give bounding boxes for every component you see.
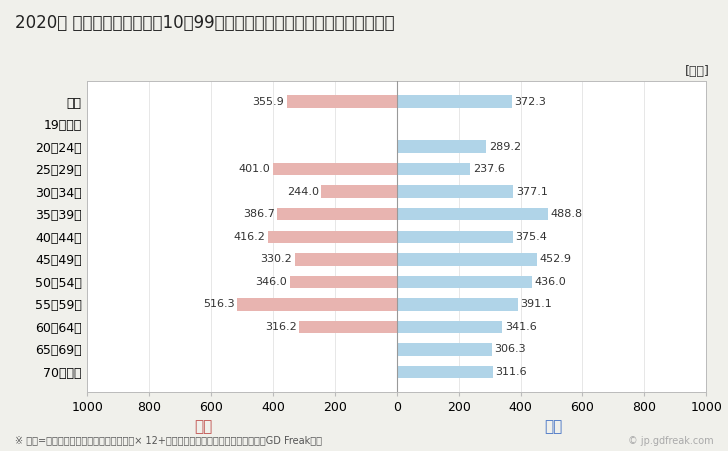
Text: 416.2: 416.2 — [234, 232, 266, 242]
Text: 516.3: 516.3 — [203, 299, 234, 309]
Bar — [397, 208, 548, 221]
Text: 316.2: 316.2 — [265, 322, 296, 332]
Bar — [397, 276, 531, 288]
Bar — [290, 276, 397, 288]
Text: 311.6: 311.6 — [496, 367, 527, 377]
Text: 391.1: 391.1 — [521, 299, 552, 309]
Text: 女性: 女性 — [194, 419, 213, 434]
Bar — [295, 253, 397, 266]
Text: 男性: 男性 — [544, 419, 563, 434]
Text: 306.3: 306.3 — [494, 345, 526, 354]
Bar — [397, 321, 502, 333]
Text: [万円]: [万円] — [685, 65, 710, 78]
Bar — [237, 298, 397, 311]
Text: 401.0: 401.0 — [239, 164, 270, 174]
Bar — [287, 95, 397, 108]
Text: 2020年 民間企業（従業者数10〜99人）フルタイム労働者の男女別平均年収: 2020年 民間企業（従業者数10〜99人）フルタイム労働者の男女別平均年収 — [15, 14, 394, 32]
Text: 341.6: 341.6 — [505, 322, 537, 332]
Bar — [268, 230, 397, 243]
Bar — [397, 298, 518, 311]
Bar — [277, 208, 397, 221]
Text: 375.4: 375.4 — [515, 232, 547, 242]
Text: 355.9: 355.9 — [253, 97, 284, 106]
Text: 330.2: 330.2 — [261, 254, 292, 264]
Bar — [397, 230, 513, 243]
Text: 452.9: 452.9 — [539, 254, 571, 264]
Bar — [321, 185, 397, 198]
Bar — [397, 366, 493, 378]
Text: 346.0: 346.0 — [256, 277, 288, 287]
Bar — [397, 163, 470, 175]
Bar — [299, 321, 397, 333]
Bar — [397, 95, 512, 108]
Bar — [273, 163, 397, 175]
Text: 372.3: 372.3 — [515, 97, 546, 106]
Bar — [397, 185, 513, 198]
Bar — [397, 343, 491, 356]
Text: ※ 年収=「きまって支給する現金給与額」× 12+「年間賞与その他特別給与額」としてGD Freak推計: ※ 年収=「きまって支給する現金給与額」× 12+「年間賞与その他特別給与額」と… — [15, 436, 322, 446]
Text: 244.0: 244.0 — [287, 187, 319, 197]
Text: 386.7: 386.7 — [242, 209, 274, 219]
Text: 488.8: 488.8 — [550, 209, 582, 219]
Text: 436.0: 436.0 — [534, 277, 566, 287]
Text: © jp.gdfreak.com: © jp.gdfreak.com — [628, 436, 713, 446]
Text: 377.1: 377.1 — [516, 187, 547, 197]
Bar — [397, 140, 486, 153]
Text: 237.6: 237.6 — [472, 164, 505, 174]
Bar — [397, 253, 537, 266]
Text: 289.2: 289.2 — [488, 142, 521, 152]
